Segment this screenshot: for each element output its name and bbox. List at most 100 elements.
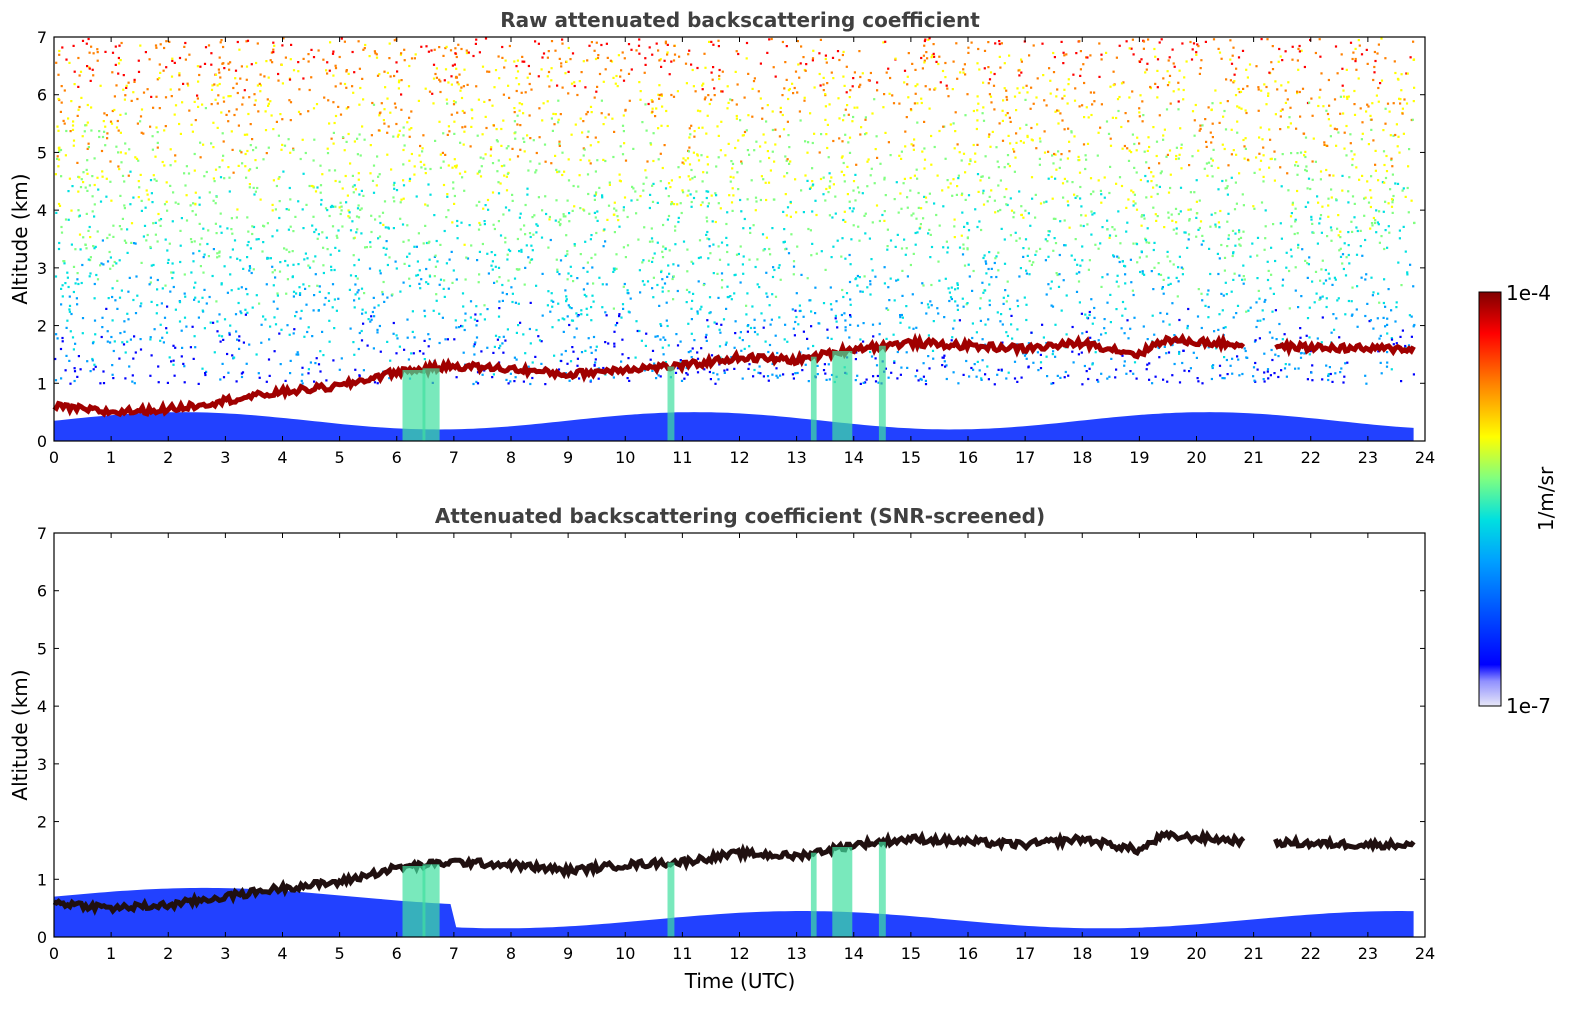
noise-pixel: [118, 296, 122, 299]
noise-pixel: [1361, 254, 1364, 257]
noise-pixel: [786, 172, 789, 175]
noise-pixel: [386, 71, 389, 74]
noise-pixel: [1329, 135, 1332, 138]
noise-pixel: [690, 307, 693, 310]
noise-pixel: [156, 78, 159, 81]
noise-pixel: [248, 343, 251, 346]
noise-pixel: [221, 132, 224, 135]
noise-pixel: [453, 158, 456, 161]
noise-pixel: [124, 351, 127, 354]
noise-pixel: [88, 67, 91, 70]
noise-pixel: [975, 375, 978, 378]
noise-pixel: [454, 52, 457, 55]
noise-pixel: [441, 316, 444, 319]
noise-pixel: [1384, 200, 1387, 203]
noise-pixel: [658, 59, 661, 62]
noise-pixel: [484, 204, 487, 207]
noise-pixel: [725, 341, 728, 344]
noise-pixel: [674, 229, 677, 232]
noise-pixel: [486, 346, 489, 349]
noise-pixel: [1316, 337, 1319, 340]
noise-pixel: [1177, 88, 1180, 91]
noise-pixel: [649, 358, 652, 361]
noise-pixel: [142, 132, 145, 135]
noise-pixel: [276, 294, 279, 297]
noise-pixel: [478, 273, 481, 276]
noise-pixel: [1156, 86, 1159, 89]
noise-pixel: [864, 381, 867, 384]
noise-pixel: [828, 378, 831, 381]
noise-pixel: [660, 94, 663, 97]
noise-pixel: [604, 116, 607, 119]
noise-pixel: [307, 110, 310, 113]
noise-pixel: [885, 71, 888, 74]
noise-pixel: [292, 147, 295, 150]
noise-pixel: [641, 121, 644, 124]
noise-pixel: [702, 82, 705, 85]
noise-pixel: [94, 245, 97, 248]
noise-pixel: [655, 107, 658, 110]
noise-pixel: [874, 148, 877, 151]
noise-pixel: [354, 283, 357, 286]
noise-pixel: [814, 312, 817, 315]
noise-pixel: [1342, 89, 1345, 92]
noise-pixel: [807, 347, 810, 350]
noise-pixel: [987, 318, 990, 321]
noise-pixel: [1108, 191, 1111, 195]
noise-pixel: [1186, 324, 1189, 328]
noise-pixel: [332, 74, 335, 77]
noise-pixel: [551, 129, 554, 132]
noise-pixel: [400, 52, 403, 55]
noise-pixel: [541, 119, 544, 122]
noise-pixel: [767, 181, 771, 184]
noise-pixel: [415, 274, 418, 277]
raw-heatmap-layer: [52, 37, 1416, 441]
noise-pixel: [953, 147, 956, 150]
noise-pixel: [435, 293, 438, 296]
noise-pixel: [904, 145, 907, 148]
noise-pixel: [1230, 176, 1233, 179]
noise-pixel: [1221, 309, 1224, 312]
noise-pixel: [720, 241, 724, 244]
noise-pixel: [532, 139, 535, 142]
noise-pixel: [867, 158, 870, 161]
noise-pixel: [550, 292, 553, 295]
noise-pixel: [1412, 100, 1415, 103]
noise-pixel: [1047, 283, 1050, 286]
noise-pixel: [499, 182, 502, 185]
noise-pixel: [1168, 323, 1171, 326]
noise-pixel: [1178, 153, 1181, 156]
noise-pixel: [651, 240, 654, 243]
noise-pixel: [1146, 227, 1149, 230]
noise-pixel: [791, 82, 794, 85]
noise-pixel: [947, 287, 950, 290]
noise-pixel: [963, 63, 966, 66]
noise-pixel: [148, 58, 151, 61]
noise-pixel: [400, 79, 403, 82]
noise-pixel: [1364, 314, 1367, 318]
noise-pixel: [1410, 335, 1413, 338]
noise-pixel: [1047, 150, 1050, 153]
noise-pixel: [871, 221, 874, 224]
noise-pixel: [1248, 63, 1252, 66]
noise-pixel: [974, 152, 977, 155]
noise-pixel: [1197, 288, 1200, 291]
noise-pixel: [169, 290, 172, 293]
noise-pixel: [468, 224, 471, 227]
noise-pixel: [214, 168, 218, 171]
noise-pixel: [822, 302, 826, 305]
noise-pixel: [692, 196, 696, 200]
noise-pixel: [157, 381, 160, 384]
noise-pixel: [1056, 273, 1059, 277]
noise-pixel: [172, 271, 175, 274]
noise-pixel: [438, 341, 441, 345]
noise-pixel: [565, 60, 568, 63]
noise-pixel: [700, 347, 703, 350]
noise-pixel: [1249, 255, 1252, 258]
noise-pixel: [718, 68, 721, 72]
noise-pixel: [667, 214, 671, 218]
noise-pixel: [216, 320, 219, 323]
noise-pixel: [424, 167, 427, 170]
noise-pixel: [92, 52, 95, 55]
noise-pixel: [393, 74, 396, 78]
